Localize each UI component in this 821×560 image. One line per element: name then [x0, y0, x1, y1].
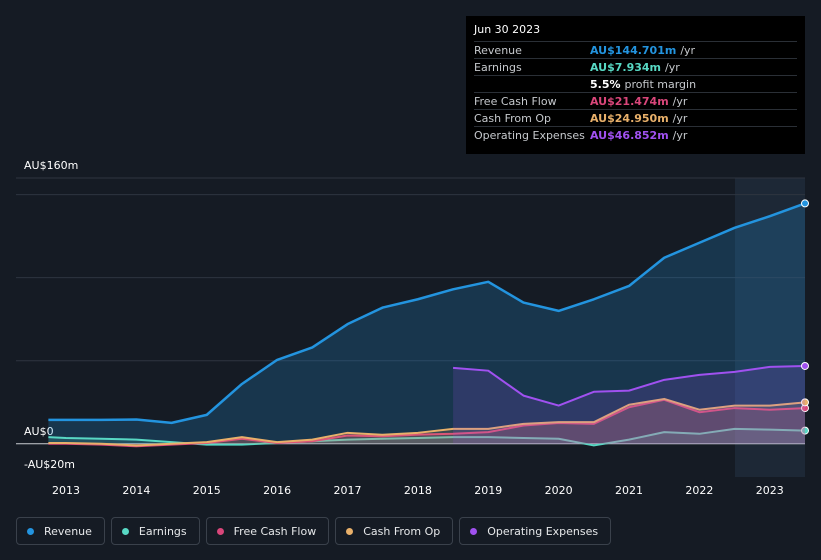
- legend-label: Revenue: [44, 524, 92, 538]
- legend-label: Free Cash Flow: [233, 524, 317, 538]
- legend-item[interactable]: Cash From Op: [335, 517, 454, 545]
- x-tick-label: 2017: [334, 484, 362, 497]
- legend-dot: [121, 527, 129, 535]
- y-tick-label: AU$0: [24, 425, 54, 438]
- tooltip-label: Cash From Op: [474, 112, 552, 125]
- legend: Revenue Earnings Free Cash Flow Cash From O…: [16, 517, 612, 545]
- legend-label: Operating Expenses: [487, 524, 599, 538]
- series-line: [48, 397, 806, 447]
- legend-item[interactable]: Free Cash Flow: [205, 517, 330, 545]
- margin-value: 5.5%: [590, 78, 621, 91]
- tooltip-label: Revenue: [474, 44, 522, 57]
- tooltip-unit: /yr: [672, 129, 688, 142]
- x-tick-label: 2021: [615, 484, 643, 497]
- tooltip-unit: /yr: [680, 44, 696, 57]
- tooltip-value: AU$24.950m/yr: [590, 110, 687, 127]
- tooltip-row: Earnings AU$7.934m/yr: [474, 58, 797, 76]
- tooltip-amount: AU$7.934m: [590, 61, 662, 74]
- series-area: [453, 365, 805, 444]
- legend-item[interactable]: Operating Expenses: [459, 517, 612, 545]
- tooltip-amount: AU$24.950m: [590, 112, 669, 125]
- series-area: [48, 398, 805, 446]
- tooltip-row: Free Cash Flow AU$21.474m/yr: [474, 92, 797, 110]
- tooltip-row: 5.5% profit margin: [474, 75, 797, 93]
- series-line: [48, 427, 806, 447]
- legend-dot: [346, 527, 354, 535]
- tooltip-row: Cash From Op AU$24.950m/yr: [474, 109, 797, 127]
- highlight-region: [735, 178, 805, 477]
- tooltip-unit: /yr: [672, 95, 688, 108]
- x-tick-label: 2013: [52, 484, 80, 497]
- end-point: [801, 426, 809, 435]
- tooltip-amount: AU$21.474m: [590, 95, 669, 108]
- x-tick-label: 2022: [685, 484, 713, 497]
- y-tick-label: -AU$20m: [24, 458, 75, 471]
- tooltip-date: Jun 30 2023: [474, 23, 541, 36]
- series-line: [48, 202, 806, 425]
- tooltip-value: AU$46.852m/yr: [590, 127, 687, 144]
- end-point: [801, 199, 809, 208]
- x-tick-label: 2016: [263, 484, 291, 497]
- tooltip-value: AU$144.701m/yr: [590, 42, 695, 59]
- tooltip-label: Free Cash Flow: [474, 95, 557, 108]
- legend-dot: [470, 527, 478, 535]
- legend-dot: [27, 527, 34, 535]
- x-tick-label: 2023: [756, 484, 784, 497]
- x-tick-label: 2018: [404, 484, 432, 497]
- series-line: [453, 364, 806, 407]
- legend-dot: [216, 527, 224, 535]
- x-tick-label: 2019: [474, 484, 502, 497]
- legend-item[interactable]: Revenue: [16, 517, 105, 545]
- tooltip-unit: /yr: [665, 61, 680, 74]
- tooltip-row: Revenue AU$144.701m/yr: [474, 41, 797, 59]
- tooltip-label: Operating Expenses: [474, 129, 585, 142]
- x-tick-label: 2020: [545, 484, 573, 497]
- tooltip-label: Earnings: [474, 61, 522, 74]
- tooltip-value: AU$21.474m/yr: [590, 93, 687, 110]
- tooltip-amount: AU$144.701m: [590, 44, 677, 57]
- tooltip-row: Operating Expenses AU$46.852m/yr: [474, 126, 797, 144]
- legend-label: Cash From Op: [363, 524, 441, 538]
- legend-label: Earnings: [138, 524, 187, 538]
- series-area: [48, 399, 805, 447]
- series-area: [48, 203, 805, 444]
- y-tick-label: AU$160m: [24, 159, 78, 172]
- tooltip-unit: /yr: [672, 112, 688, 125]
- tooltip-value: AU$7.934m/yr: [590, 59, 680, 76]
- end-point: [801, 361, 809, 370]
- x-tick-label: 2014: [122, 484, 150, 497]
- tooltip-value: 5.5% profit margin: [590, 76, 696, 93]
- end-point: [801, 398, 809, 407]
- tooltip-amount: AU$46.852m: [590, 129, 669, 142]
- margin-text: profit margin: [624, 78, 697, 91]
- legend-item[interactable]: Earnings: [110, 517, 200, 545]
- x-tick-label: 2015: [193, 484, 221, 497]
- tooltip: Jun 30 2023 Revenue AU$144.701m/yr Earning…: [466, 16, 805, 154]
